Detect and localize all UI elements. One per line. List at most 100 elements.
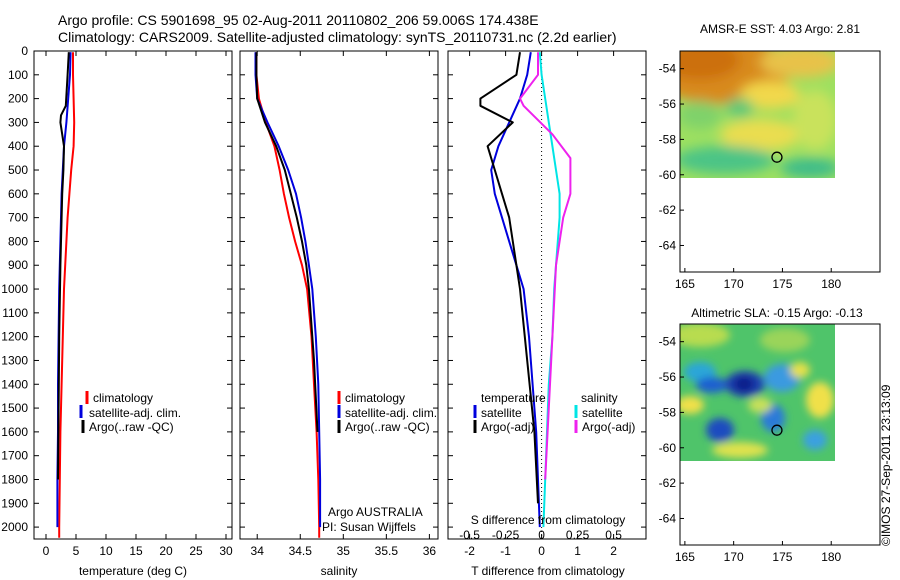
sla-heatmap — [680, 324, 835, 461]
t-difference-xlabel: T difference from climatology — [471, 564, 625, 578]
sst-field-blobs — [680, 51, 835, 178]
legend-s-satellite-label: satellite — [582, 406, 623, 420]
legend-s-argo-label: Argo(-adj) — [582, 420, 635, 434]
difference-legend: temperature satellite Argo(-adj) salinit… — [473, 391, 635, 434]
series-line-0-2 — [57, 52, 70, 480]
legend-argo-label: Argo(..raw -QC) — [89, 420, 174, 434]
sla-map-xticks: 165 170 175 180 — [675, 541, 842, 564]
xtick-label: 20 — [159, 544, 173, 558]
series-line-0-0 — [58, 52, 76, 538]
difference-series-group — [479, 52, 572, 528]
depth-tick-label: 600 — [8, 187, 28, 201]
salinity-series-group — [254, 52, 322, 538]
sst-argo-position-marker — [771, 151, 783, 163]
depth-tick-label: 1900 — [1, 496, 28, 510]
map-xtick-label: 170 — [724, 550, 744, 564]
map-ytick-label: -62 — [659, 476, 677, 490]
depth-tick-label: 300 — [8, 115, 28, 129]
depth-tick-label: 900 — [8, 258, 28, 272]
salinity-profile-panel: 34 34.5 35 35.5 36 salinity climatology sate… — [239, 50, 439, 578]
depth-tick-label: 400 — [8, 139, 28, 153]
s-diff-tick-label: 0.5 — [605, 528, 622, 542]
s-diff-tick-label: -0.5 — [459, 528, 480, 542]
legend-satellite-label: satellite-adj. clim. — [345, 406, 437, 420]
legend-t-argo-label: Argo(-adj) — [481, 420, 534, 434]
xtick-label: -2 — [464, 544, 475, 558]
depth-tick-label: 0 — [21, 44, 28, 58]
legend-t-satellite-label: satellite — [481, 406, 522, 420]
salinity-difference-tick-labels: -0.5 -0.25 0 0.25 0.5 — [459, 528, 622, 542]
depth-tick-label: 1000 — [1, 282, 28, 296]
temperature-legend: climatology satellite-adj. clim. Argo(..… — [79, 391, 181, 434]
map-xtick-label: 175 — [772, 277, 792, 291]
depth-tick-label: 200 — [8, 92, 28, 106]
depth-tick-label: 1300 — [1, 353, 28, 367]
depth-tick-label: 2000 — [1, 520, 28, 534]
header-line-2: Climatology: CARS2009. Satellite-adjuste… — [58, 29, 616, 45]
map-xtick-label: 175 — [772, 550, 792, 564]
difference-axes-box — [447, 50, 647, 540]
legend-argo-label: Argo(..raw -QC) — [345, 420, 430, 434]
depth-tick-label: 1700 — [1, 449, 28, 463]
depth-tick-label: 1800 — [1, 472, 28, 486]
map-ytick-label: -58 — [659, 132, 677, 146]
depth-tick-label: 1500 — [1, 401, 28, 415]
argo-program-annotation: Argo AUSTRALIA — [328, 505, 423, 519]
s-diff-tick-label: -0.25 — [492, 528, 520, 542]
series-line-1-1 — [254, 52, 322, 528]
xtick-label: 0 — [538, 544, 545, 558]
legend-climatology-label: climatology — [93, 391, 153, 405]
map-xtick-label: 170 — [724, 277, 744, 291]
map-ytick-label: -58 — [659, 405, 677, 419]
depth-tick-label: 500 — [8, 163, 28, 177]
sst-map-yticks: -54 -56 -58 -60 -62 -64 — [659, 62, 684, 252]
depth-tick-label: 800 — [8, 234, 28, 248]
map-ytick-label: -56 — [659, 370, 677, 384]
map-xtick-label: 180 — [821, 550, 841, 564]
depth-tick-label: 1400 — [1, 377, 28, 391]
legend-salinity-title: salinity — [581, 391, 618, 405]
xtick-label: 0 — [43, 544, 50, 558]
s-diff-tick-label: 0 — [538, 528, 545, 542]
depth-tick-label: 1200 — [1, 330, 28, 344]
depth-tick-label: 700 — [8, 211, 28, 225]
xtick-label: 5 — [73, 544, 80, 558]
xtick-label: 2 — [610, 544, 617, 558]
map-xtick-label: 180 — [821, 277, 841, 291]
map-ytick-label: -54 — [659, 62, 677, 76]
xtick-label: 35 — [337, 544, 351, 558]
legend-satellite-label: satellite-adj. clim. — [89, 406, 181, 420]
salinity-xlabel: salinity — [321, 564, 358, 578]
series-line-1-2 — [255, 52, 319, 432]
temperature-xlabel: temperature (deg C) — [79, 564, 187, 578]
map-ytick-label: -60 — [659, 168, 677, 182]
depth-tick-label: 1600 — [1, 425, 28, 439]
xtick-label: 34 — [251, 544, 265, 558]
sla-map-title: Altimetric SLA: -0.15 Argo: -0.13 — [691, 306, 863, 320]
map-ytick-label: -56 — [659, 97, 677, 111]
depth-tick-label: 1100 — [2, 306, 28, 320]
xtick-label: 36 — [423, 544, 437, 558]
series-line-2-3 — [519, 52, 572, 480]
salinity-axes-box — [239, 50, 439, 540]
sla-argo-position-marker — [771, 424, 783, 436]
salinity-xticks: 34 34.5 35 35.5 36 — [251, 51, 437, 558]
map-ytick-label: -60 — [659, 441, 677, 455]
map-ytick-label: -64 — [659, 511, 677, 525]
depth-yticks: 0 100 200 300 400 500 600 700 800 900 1000 1100 1200… — [1, 44, 646, 534]
sst-heatmap — [680, 51, 835, 178]
temperature-profile-panel: 0 5 10 15 20 25 30 010020030040050060070080090… — [1, 44, 646, 578]
salinity-legend: climatology satellite-adj. clim. Argo(..… — [337, 391, 437, 434]
xtick-label: 10 — [99, 544, 113, 558]
legend-climatology-label: climatology — [345, 391, 405, 405]
s-diff-tick-label: 0.25 — [566, 528, 590, 542]
temperature-xticks: 0 5 10 15 20 25 30 — [43, 51, 233, 558]
sla-field-blobs — [680, 324, 834, 458]
sst-map-axes-box — [679, 50, 881, 273]
imos-timestamp: ©IMOS 27-Sep-2011 23:13:09 — [879, 384, 893, 546]
sst-map-xticks: 165 170 175 180 — [675, 268, 842, 291]
xtick-label: 25 — [189, 544, 203, 558]
xtick-label: 35.5 — [375, 544, 399, 558]
sla-map-panel: Altimetric SLA: -0.15 Argo: -0.13 — [659, 306, 881, 564]
pi-annotation: PI: Susan Wijffels — [322, 520, 416, 534]
